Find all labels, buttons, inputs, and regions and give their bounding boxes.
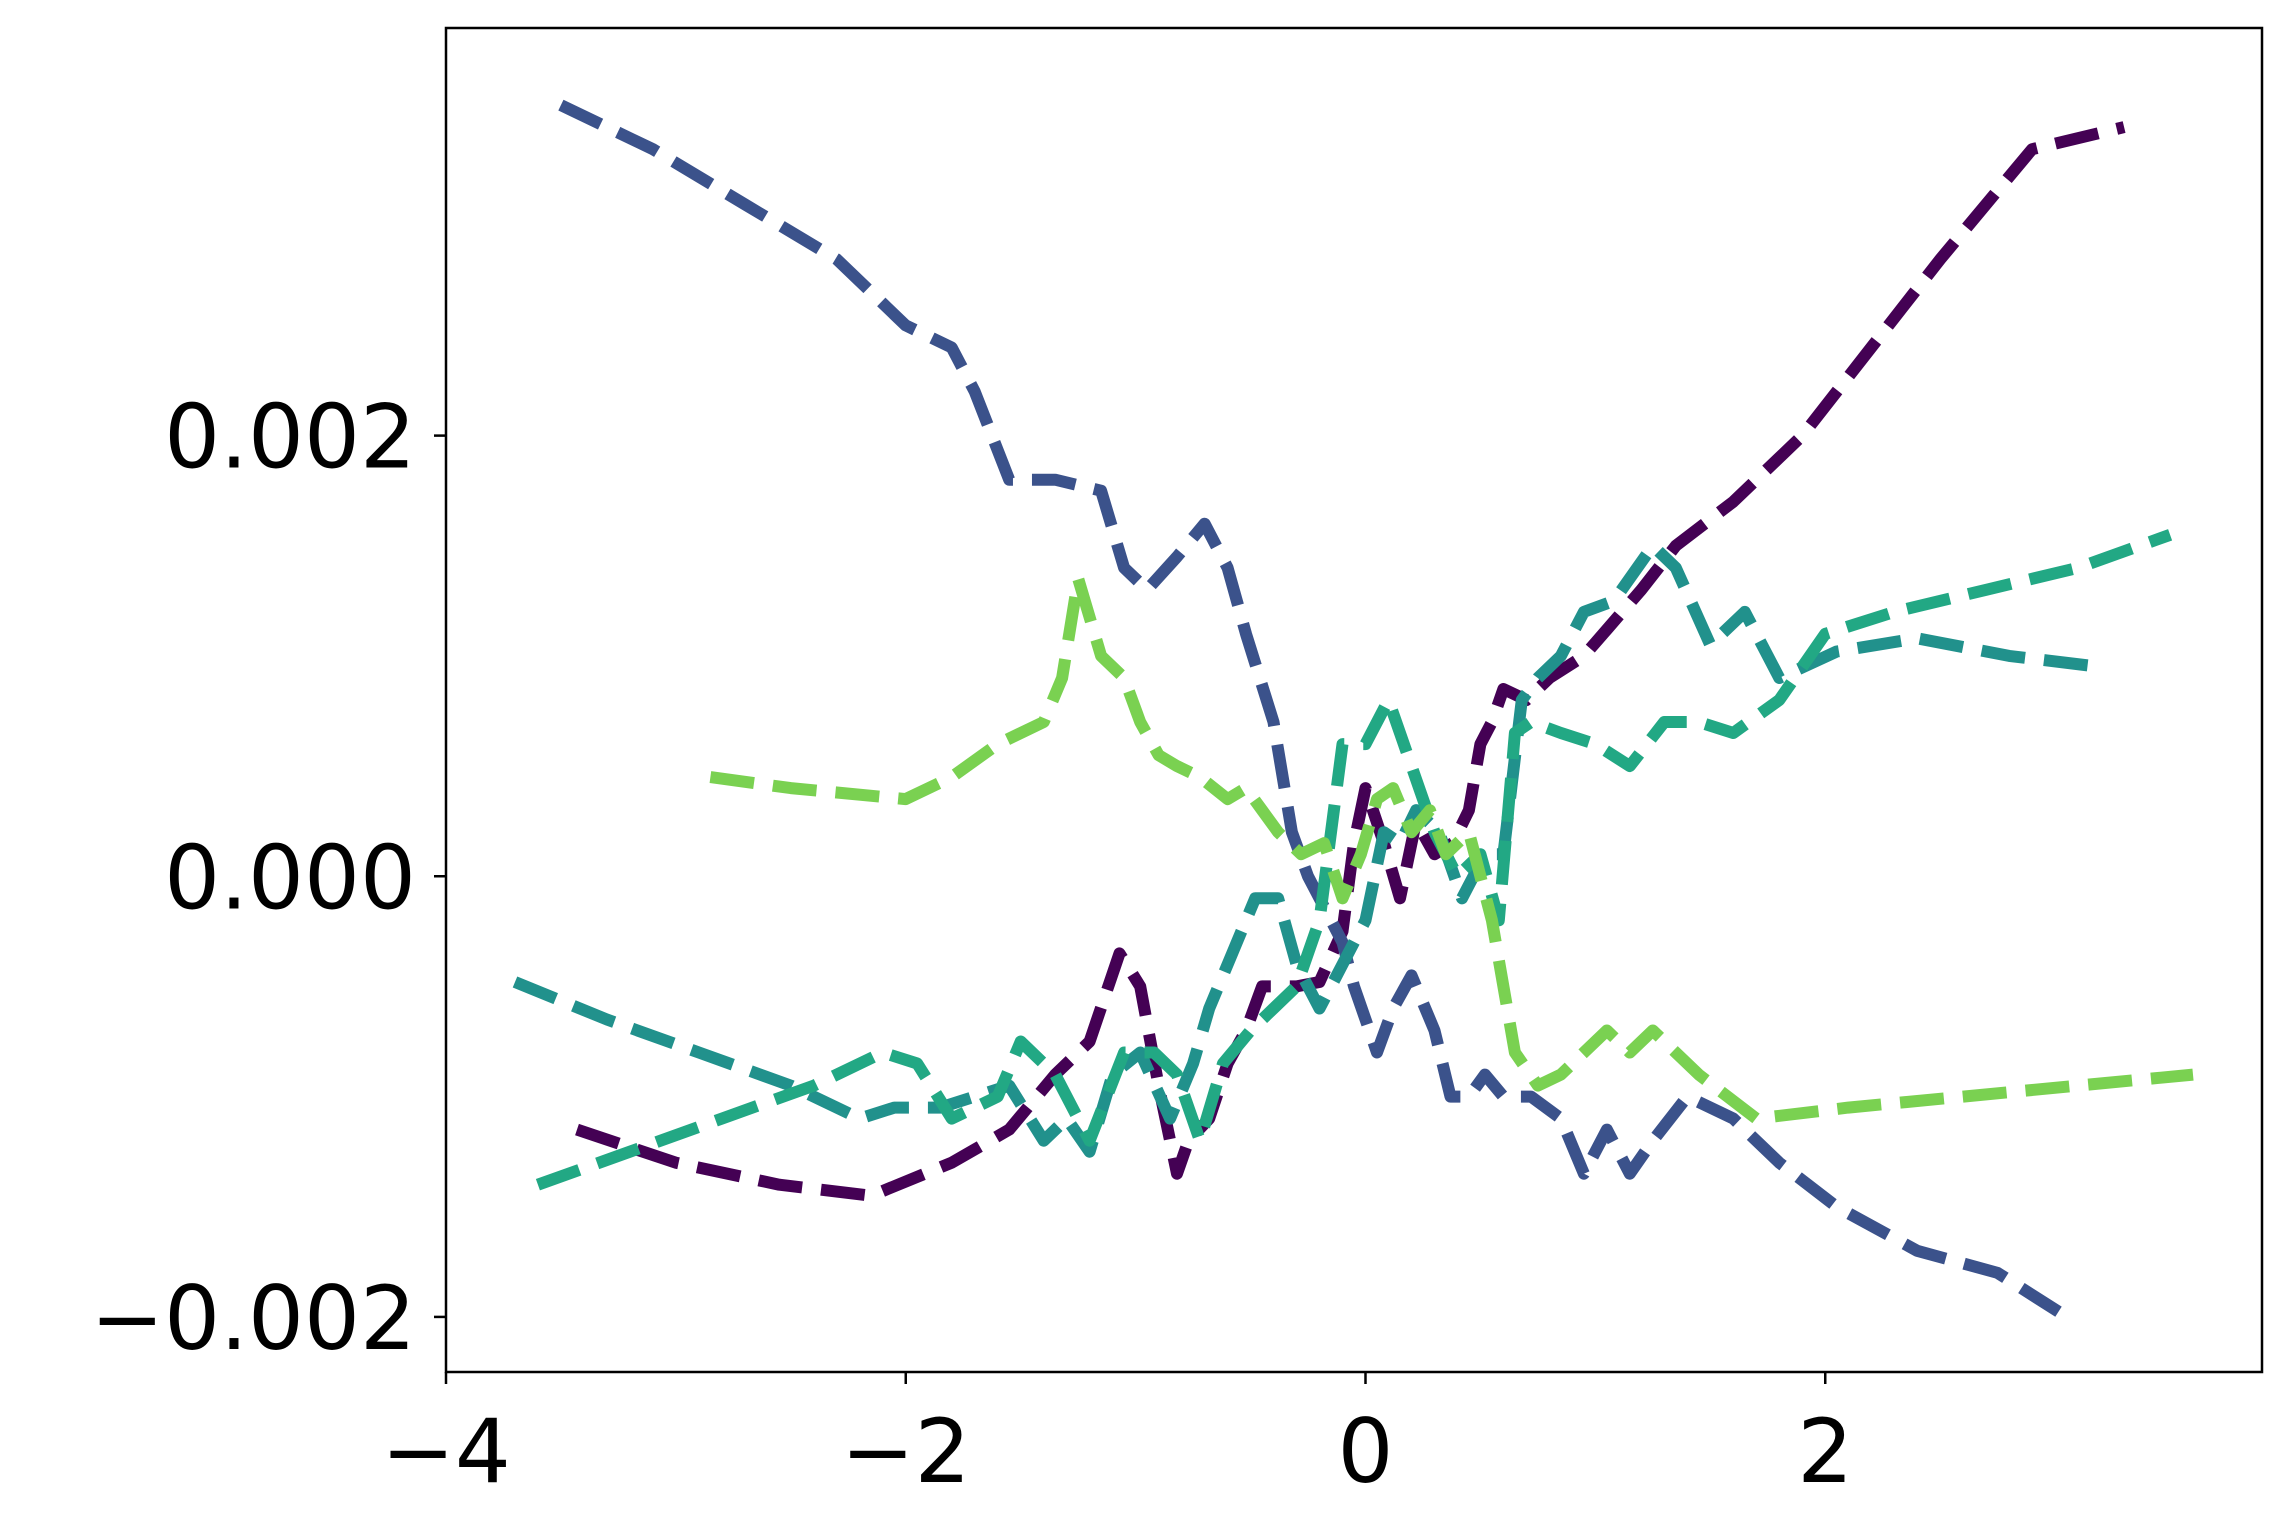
series-line-3	[512, 539, 2102, 1158]
x-tick-label: 2	[1797, 1400, 1853, 1503]
y-tick-label: 0.000	[164, 826, 416, 929]
y-tick-label: 0.002	[164, 386, 416, 489]
x-tick-label: −2	[841, 1400, 971, 1503]
x-axis: −4 −2 0 2	[381, 1372, 1853, 1503]
x-tick-label: −4	[381, 1400, 511, 1503]
y-tick-label: −0.002	[90, 1267, 416, 1370]
y-axis: 0.002 0.000 −0.002	[90, 386, 446, 1370]
series-line-4	[535, 529, 2173, 1191]
series-layer	[512, 99, 2194, 1322]
x-tick-label: 0	[1337, 1400, 1393, 1503]
series-line-2	[558, 99, 2070, 1322]
series-line-5	[709, 572, 2194, 1125]
series-line-1	[575, 121, 2126, 1202]
plot-area-frame	[444, 26, 2264, 1374]
